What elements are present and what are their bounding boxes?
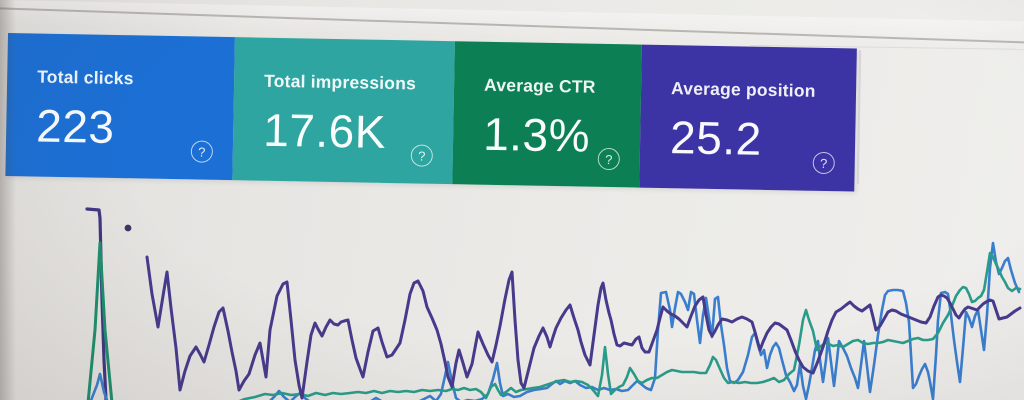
- metric-cards-row: Total clicks 223 ? Total impressions 17.…: [5, 33, 857, 192]
- metric-card-label: Average position: [670, 78, 816, 101]
- teal-line: [238, 251, 1022, 400]
- data-point-marker: [124, 224, 132, 232]
- screen-left-shadow: [0, 0, 16, 400]
- metric-card-total-impressions[interactable]: Total impressions 17.6K ?: [232, 37, 455, 185]
- dark-purple-line: [145, 255, 1022, 400]
- help-icon[interactable]: ?: [190, 140, 214, 163]
- metric-card-average-position[interactable]: Average position 25.2 ?: [639, 44, 857, 192]
- metric-card-label: Total impressions: [263, 70, 417, 94]
- metric-card-total-clicks[interactable]: Total clicks 223 ?: [5, 33, 235, 181]
- blue-line: [89, 241, 1021, 400]
- help-icon[interactable]: ?: [597, 147, 620, 171]
- metric-card-label: Average CTR: [483, 74, 596, 97]
- metric-card-label: Total clicks: [37, 66, 134, 89]
- metric-card-average-ctr[interactable]: Average CTR 1.3% ?: [452, 41, 642, 188]
- green-left-spike: [86, 241, 114, 400]
- help-icon[interactable]: ?: [812, 151, 835, 175]
- help-icon[interactable]: ?: [410, 144, 434, 167]
